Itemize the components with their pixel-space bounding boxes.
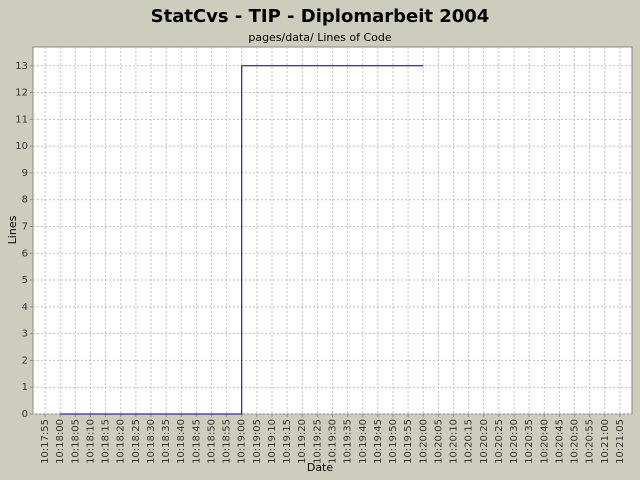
x-tick-label: 10:19:25 (312, 419, 323, 464)
y-tick-label: 1 (22, 382, 28, 393)
x-tick-label: 10:18:20 (116, 419, 127, 464)
x-tick-label: 10:19:45 (373, 419, 384, 464)
data-line (60, 65, 424, 415)
x-tick-label: 10:18:50 (206, 419, 217, 464)
x-tick-label: 10:20:15 (464, 419, 475, 464)
chart-title: StatCvs - TIP - Diplomarbeit 2004 (151, 6, 490, 27)
x-tick-label: 10:19:35 (343, 419, 354, 464)
x-tick-label: 10:20:25 (494, 419, 505, 464)
y-tick-label: 8 (22, 195, 28, 206)
x-tick-label: 10:18:55 (222, 419, 233, 464)
x-tick-label: 10:19:50 (388, 419, 399, 464)
y-tick-label: 6 (22, 248, 28, 259)
y-tick-label: 5 (22, 275, 28, 286)
x-tick-label: 10:20:35 (524, 419, 535, 464)
x-tick-label: 10:19:10 (267, 419, 278, 464)
x-tick-label: 10:20:55 (585, 419, 596, 464)
x-tick-label: 10:21:05 (615, 419, 626, 464)
y-tick-label: 12 (15, 88, 28, 99)
plot-area (32, 46, 633, 415)
x-tick-label: 10:20:20 (479, 419, 490, 464)
x-tick-label: 10:20:05 (433, 419, 444, 464)
x-tick-label: 10:18:25 (131, 419, 142, 464)
x-tick-label: 10:18:00 (55, 419, 66, 464)
x-tick-label: 10:19:30 (328, 419, 339, 464)
chart-subtitle: pages/data/ Lines of Code (248, 31, 392, 44)
x-tick-label: 10:18:30 (146, 419, 157, 464)
x-tick-label: 10:17:55 (40, 419, 51, 464)
x-tick-label: 10:19:40 (358, 419, 369, 464)
x-tick-label: 10:20:30 (509, 419, 520, 464)
x-tick-label: 10:19:20 (297, 419, 308, 464)
x-tick-label: 10:20:00 (418, 419, 429, 464)
x-tick-label: 10:18:35 (161, 419, 172, 464)
x-tick-label: 10:21:00 (600, 419, 611, 464)
x-tick-label: 10:20:40 (539, 419, 550, 464)
y-tick-label: 4 (22, 302, 28, 313)
x-tick-label: 10:20:50 (570, 419, 581, 464)
x-tick-label: 10:19:15 (282, 419, 293, 464)
y-tick-label: 7 (22, 221, 28, 232)
x-tick-label: 10:19:55 (403, 419, 414, 464)
x-tick-label: 10:19:00 (237, 419, 248, 464)
y-tick-label: 0 (22, 409, 28, 420)
y-tick-label: 9 (22, 168, 28, 179)
x-tick-label: 10:18:05 (70, 419, 81, 464)
x-tick-label: 10:20:10 (449, 419, 460, 464)
x-tick-label: 10:18:10 (85, 419, 96, 464)
y-axis-label: Lines (6, 215, 19, 244)
y-tick-label: 10 (15, 141, 28, 152)
y-tick-label: 3 (22, 329, 28, 340)
x-tick-label: 10:20:45 (554, 419, 565, 464)
y-tick-label: 11 (15, 114, 28, 125)
x-tick-label: 10:18:45 (191, 419, 202, 464)
x-tick-label: 10:18:15 (101, 419, 112, 464)
y-tick-label: 13 (15, 61, 28, 72)
x-axis-label: Date (307, 461, 334, 474)
y-tick-label: 2 (22, 355, 28, 366)
x-tick-label: 10:18:40 (176, 419, 187, 464)
x-tick-label: 10:19:05 (252, 419, 263, 464)
